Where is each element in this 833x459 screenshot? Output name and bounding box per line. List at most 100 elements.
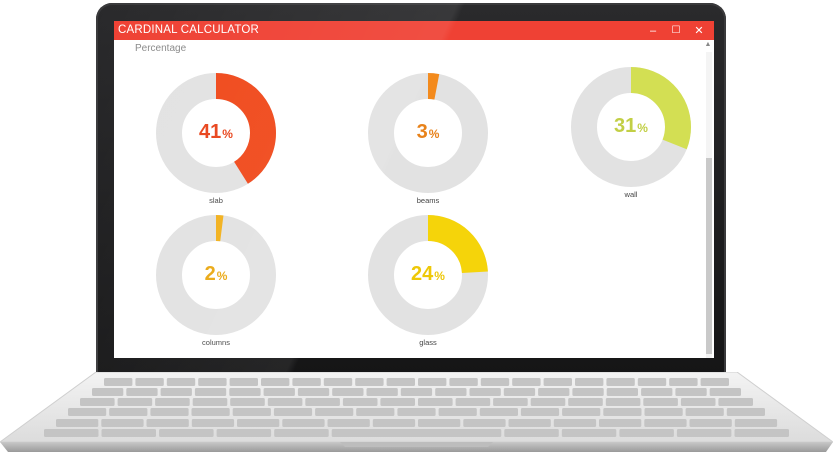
keyboard-key bbox=[619, 429, 674, 437]
donut-label-glass: glass bbox=[419, 338, 437, 347]
keyboard-key bbox=[232, 408, 271, 416]
keyboard-key bbox=[273, 408, 313, 416]
donut-label-columns: columns bbox=[202, 338, 230, 347]
keyboard-key bbox=[229, 388, 261, 396]
keyboard-key bbox=[438, 408, 477, 416]
keyboard-key bbox=[508, 419, 551, 427]
keyboard-key bbox=[568, 398, 603, 406]
keyboard-key bbox=[572, 388, 604, 396]
keyboard-key bbox=[469, 388, 501, 396]
keyboard-key bbox=[463, 419, 506, 427]
keyboard-key bbox=[356, 408, 395, 416]
donut-value-beams: 3% bbox=[416, 121, 440, 143]
keyboard-key bbox=[641, 388, 673, 396]
keyboard-key bbox=[455, 398, 491, 406]
keyboard-key bbox=[530, 398, 566, 406]
keyboard-key bbox=[342, 398, 378, 406]
keyboard-key bbox=[315, 408, 354, 416]
keyboard-keys bbox=[44, 378, 789, 437]
keyboard-key bbox=[397, 408, 436, 416]
keyboard-key bbox=[237, 419, 280, 427]
donut-ring-slab bbox=[156, 73, 276, 193]
keyboard-key bbox=[543, 378, 572, 386]
scroll-up-icon[interactable]: ▲ bbox=[704, 41, 712, 48]
keyboard-key bbox=[386, 378, 415, 386]
keyboard-key bbox=[92, 388, 124, 396]
close-button[interactable]: ✕ bbox=[694, 25, 704, 37]
keyboard-key bbox=[117, 398, 153, 406]
keyboard-key bbox=[504, 429, 559, 437]
keyboard-key bbox=[418, 378, 447, 386]
donut-chart-columns: 2% columns bbox=[156, 215, 276, 347]
title-bar[interactable]: CARDINAL CALCULATOR – ☐ ✕ bbox=[114, 21, 714, 40]
keyboard-key bbox=[146, 419, 189, 427]
keyboard-key bbox=[192, 398, 228, 406]
keyboard-key bbox=[155, 398, 190, 406]
donut-label-slab: slab bbox=[209, 196, 223, 205]
keyboard-key bbox=[109, 408, 148, 416]
keyboard-key bbox=[685, 408, 724, 416]
laptop-base bbox=[0, 372, 833, 459]
keyboard-key bbox=[159, 429, 214, 437]
keyboard-key bbox=[700, 378, 729, 386]
keyboard-key bbox=[135, 378, 164, 386]
keyboard-key bbox=[191, 408, 230, 416]
keyboard-key bbox=[160, 388, 192, 396]
keyboard-key bbox=[292, 378, 321, 386]
keyboard-key bbox=[372, 419, 416, 427]
keyboard-key bbox=[709, 388, 741, 396]
keyboard-key bbox=[435, 388, 467, 396]
keyboard-key bbox=[261, 378, 290, 386]
keyboard-key bbox=[606, 388, 638, 396]
keyboard-key bbox=[126, 388, 158, 396]
keyboard-key bbox=[297, 388, 330, 396]
donut-value-glass: 24% bbox=[411, 263, 445, 285]
keyboard-key bbox=[676, 429, 732, 437]
donut-label-beams: beams bbox=[416, 196, 440, 205]
keyboard-key bbox=[605, 398, 641, 406]
keyboard-key bbox=[734, 429, 789, 437]
keyboard-key bbox=[305, 398, 340, 406]
keyboard-key bbox=[493, 398, 528, 406]
keyboard-key bbox=[44, 429, 99, 437]
app-window: CARDINAL CALCULATOR – ☐ ✕ Percentage ▲ 4… bbox=[114, 21, 714, 358]
keyboard-key bbox=[562, 408, 601, 416]
keyboard-key bbox=[56, 419, 99, 427]
keyboard-key bbox=[380, 398, 415, 406]
maximize-button[interactable]: ☐ bbox=[671, 25, 681, 36]
keyboard-key bbox=[603, 408, 642, 416]
keyboard-key bbox=[643, 398, 678, 406]
keyboard-key bbox=[538, 388, 570, 396]
keyboard-key bbox=[480, 378, 510, 386]
keyboard-key bbox=[503, 388, 536, 396]
keyboard-key bbox=[418, 398, 453, 406]
keyboard-key bbox=[366, 388, 398, 396]
keyboard-key bbox=[166, 378, 196, 386]
donut-ring-wall bbox=[571, 67, 691, 187]
minimize-button[interactable]: – bbox=[649, 24, 657, 37]
keyboard-key bbox=[669, 378, 698, 386]
app-title: CARDINAL CALCULATOR bbox=[118, 24, 259, 36]
keyboard-key bbox=[675, 388, 707, 396]
keyboard-key bbox=[216, 429, 272, 437]
keyboard-key bbox=[68, 408, 107, 416]
keyboard-key bbox=[263, 388, 295, 396]
keyboard-key bbox=[101, 429, 156, 437]
scrollbar-thumb[interactable] bbox=[706, 158, 712, 354]
keyboard-key bbox=[198, 378, 227, 386]
keyboard-key bbox=[512, 378, 541, 386]
keyboard-key bbox=[267, 398, 303, 406]
donut-segment-slab bbox=[156, 73, 276, 193]
keyboard-key bbox=[230, 398, 265, 406]
donut-segment-wall bbox=[571, 67, 691, 187]
keyboard-key bbox=[644, 408, 683, 416]
keyboard-key bbox=[599, 419, 642, 427]
donut-segment-columns bbox=[156, 215, 276, 335]
donut-chart-beams: 3% beams bbox=[368, 73, 488, 205]
keyboard-key bbox=[689, 419, 732, 427]
keyboard-key bbox=[400, 388, 433, 396]
donut-value-slab: 41% bbox=[199, 121, 233, 143]
donut-value-columns: 2% bbox=[204, 263, 228, 285]
keyboard-key bbox=[575, 378, 604, 386]
keyboard-key bbox=[332, 388, 364, 396]
